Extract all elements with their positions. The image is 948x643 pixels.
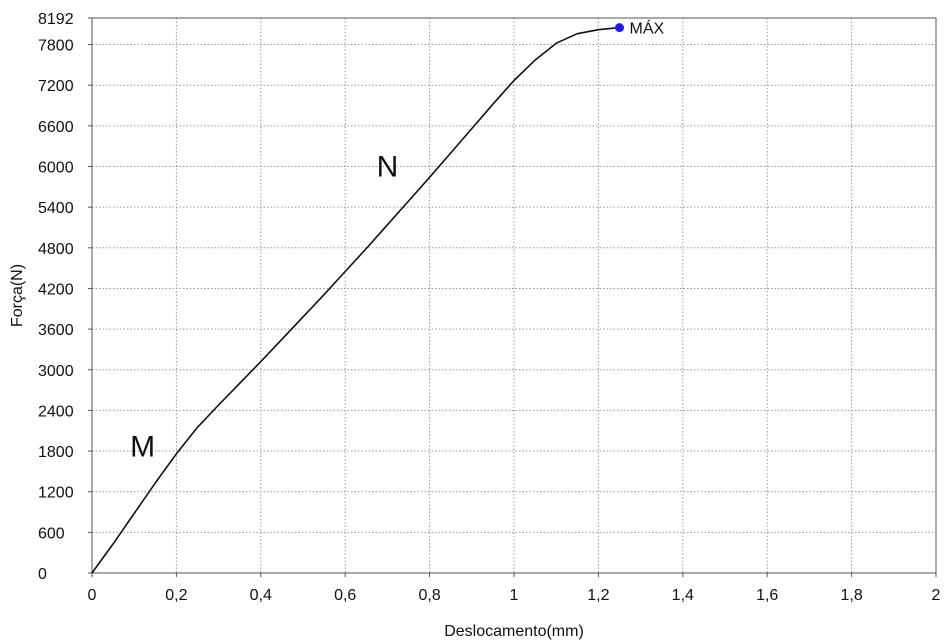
x-tick-label: 0 [88, 587, 97, 604]
x-tick-label: 0,6 [334, 587, 356, 604]
series-layer [91, 26, 620, 574]
max-point-label: MÁX [630, 19, 665, 38]
y-tick-label: 7800 [38, 38, 74, 55]
y-tick-label: 8192 [38, 11, 74, 28]
x-tick-label: 2 [932, 587, 941, 604]
y-tick-label: 5400 [38, 200, 74, 217]
x-axis-title: Deslocamento(mm) [444, 623, 584, 640]
y-tick-label: 600 [38, 525, 65, 542]
y-tick-label: 7200 [38, 78, 74, 95]
x-tick-label: 0,4 [250, 587, 272, 604]
y-tick-label: 6000 [38, 160, 74, 177]
x-tick-label: 0,2 [165, 587, 187, 604]
annotation-label-m: M [130, 430, 155, 463]
x-tick-label: 1,2 [587, 587, 609, 604]
series-line [91, 26, 620, 574]
x-tick-label: 1,6 [756, 587, 778, 604]
y-tick-label: 2400 [38, 403, 74, 420]
y-tick-label: 4800 [38, 241, 74, 258]
annotation-label-n: N [377, 151, 399, 184]
x-tick-label: 1,8 [840, 587, 862, 604]
grid [92, 18, 936, 573]
y-tick-label: 4200 [38, 281, 74, 298]
y-tick-label: 0 [38, 566, 47, 583]
y-tick-label: 3600 [38, 322, 74, 339]
x-tick-label: 1,4 [672, 587, 694, 604]
y-axis-title: Força(N) [9, 264, 26, 327]
annotation-layer: M N MÁX [130, 19, 664, 464]
y-tick-label: 3000 [38, 363, 74, 380]
x-tick-label: 1 [510, 587, 519, 604]
max-point-marker [615, 23, 624, 33]
y-tick-label: 1800 [38, 444, 74, 461]
y-tick-label: 1200 [38, 485, 74, 502]
x-tick-label: 0,8 [418, 587, 440, 604]
axis-ticks: 0 0,2 0,4 0,6 0,8 1 1,2 1,4 1,6 1,8 2 0 600 1200 1800 2… [38, 11, 941, 604]
y-tick-label: 6600 [38, 119, 74, 136]
